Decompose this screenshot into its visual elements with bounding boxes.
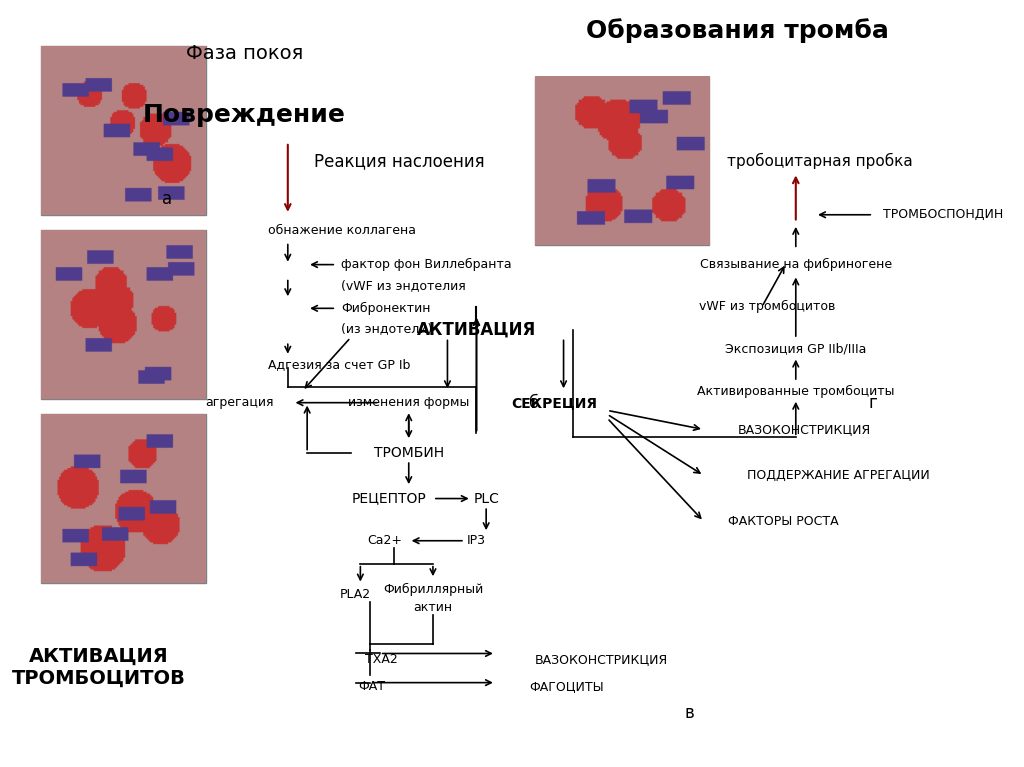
Text: ТРОМБИН: ТРОМБИН xyxy=(374,446,443,459)
Text: Ca2+: Ca2+ xyxy=(367,535,402,547)
Text: ТРОМБОСПОНДИН: ТРОМБОСПОНДИН xyxy=(883,209,1004,221)
Text: Активированные тромбоциты: Активированные тромбоциты xyxy=(697,384,895,398)
Text: СЕКРЕЦИЯ: СЕКРЕЦИЯ xyxy=(511,396,597,410)
Text: Экспозиция GP IIb/IIIa: Экспозиция GP IIb/IIIa xyxy=(725,343,866,355)
Text: Образования тромба: Образования тромба xyxy=(587,18,889,43)
Text: Реакция наслоения: Реакция наслоения xyxy=(313,152,484,170)
Text: Фибриллярный: Фибриллярный xyxy=(383,582,483,596)
Text: а: а xyxy=(162,190,172,209)
Text: г: г xyxy=(868,393,878,412)
Text: vWF из тромбоцитов: vWF из тромбоцитов xyxy=(699,300,836,314)
Text: Адгезия за счет GP Ib: Адгезия за счет GP Ib xyxy=(268,358,411,370)
Text: тробоцитарная пробка: тробоцитарная пробка xyxy=(727,153,912,170)
Text: PLC: PLC xyxy=(473,492,499,505)
Text: ВАЗОКОНСТРИКЦИЯ: ВАЗОКОНСТРИКЦИЯ xyxy=(535,653,668,666)
Text: Фибронектин: Фибронектин xyxy=(341,301,430,315)
Text: (vWF из эндотелия: (vWF из эндотелия xyxy=(341,279,466,291)
Text: ФАГОЦИТЫ: ФАГОЦИТЫ xyxy=(529,680,604,693)
Text: обнажение коллагена: обнажение коллагена xyxy=(268,224,417,236)
Text: ВАЗОКОНСТРИКЦИЯ: ВАЗОКОНСТРИКЦИЯ xyxy=(737,423,870,436)
Text: ПОДДЕРЖАНИЕ АГРЕГАЦИИ: ПОДДЕРЖАНИЕ АГРЕГАЦИИ xyxy=(748,469,930,482)
FancyBboxPatch shape xyxy=(535,77,709,245)
FancyBboxPatch shape xyxy=(41,230,206,399)
Text: актин: актин xyxy=(414,601,453,614)
Text: АКТИВАЦИЯ: АКТИВАЦИЯ xyxy=(417,321,537,339)
Text: Повреждение: Повреждение xyxy=(142,103,346,127)
Text: Связывание на фибриногене: Связывание на фибриногене xyxy=(699,258,892,272)
Text: ФАКТОРЫ РОСТА: ФАКТОРЫ РОСТА xyxy=(728,515,839,528)
Text: ТХА2: ТХА2 xyxy=(366,653,398,666)
Text: фактор фон Виллебранта: фактор фон Виллебранта xyxy=(341,258,512,272)
Text: агрегация: агрегация xyxy=(205,397,273,409)
Text: РЕЦЕПТОР: РЕЦЕПТОР xyxy=(352,492,427,505)
Text: б: б xyxy=(529,393,540,412)
Text: ФАТ: ФАТ xyxy=(358,680,385,693)
Text: АКТИВАЦИЯ
ТРОМБОЦИТОВ: АКТИВАЦИЯ ТРОМБОЦИТОВ xyxy=(12,647,186,688)
Text: Фаза покоя: Фаза покоя xyxy=(185,44,303,63)
Text: в: в xyxy=(684,704,694,723)
FancyBboxPatch shape xyxy=(41,46,206,215)
Text: IP3: IP3 xyxy=(467,535,486,547)
Text: изменения формы: изменения формы xyxy=(348,397,469,409)
Text: PLA2: PLA2 xyxy=(340,588,371,601)
FancyBboxPatch shape xyxy=(41,414,206,583)
Text: (из эндотели): (из эндотели) xyxy=(341,322,432,334)
